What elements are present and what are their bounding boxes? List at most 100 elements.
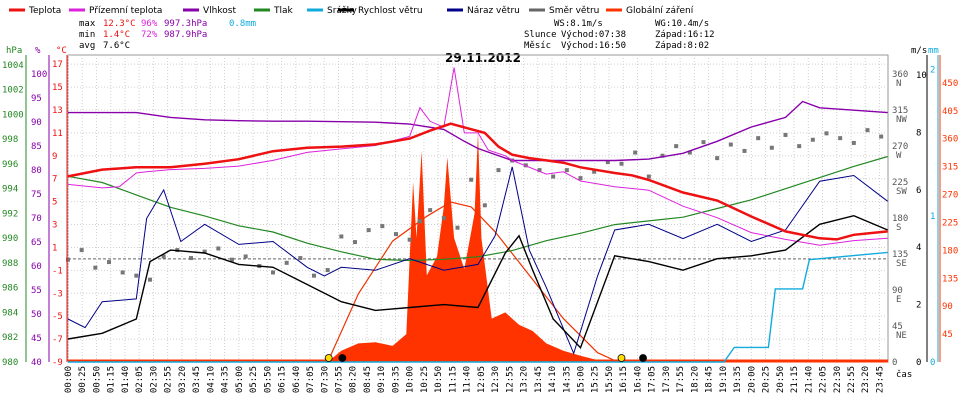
time-tick-55: 22:55 <box>847 366 857 393</box>
wind-info: WS:8.1m/s WG:10.4m/s Slunce Východ:07:38… <box>524 19 715 51</box>
time-tick-33: 13:45 <box>534 366 544 393</box>
tick-hpa-0: 1004 <box>2 61 24 71</box>
smer-point-0 <box>66 257 70 262</box>
tick-mm-2: 0 <box>930 358 935 368</box>
smer-point-21 <box>353 240 357 245</box>
tick-dir-5: 135 <box>892 250 908 260</box>
smer-point-40 <box>605 160 610 165</box>
smer-point-3 <box>107 260 111 265</box>
time-tick-22: 09:10 <box>377 366 387 393</box>
tick-hum-11: 45 <box>31 334 42 344</box>
smer-point-17 <box>298 256 303 261</box>
legend-label-2: Vlhkost <box>203 6 236 16</box>
time-tick-20: 08:20 <box>349 366 359 393</box>
tick-hpa-8: 988 <box>2 259 18 269</box>
time-tick-1: 00:25 <box>78 366 88 393</box>
smer-point-32 <box>496 168 501 173</box>
smer-point-57 <box>838 136 843 141</box>
tick-temp-6: 5 <box>52 198 57 208</box>
time-tick-15: 06:15 <box>278 366 288 393</box>
smer-point-7 <box>161 254 166 259</box>
smer-point-28 <box>441 216 446 221</box>
tick-hpa-1: 1002 <box>2 86 24 96</box>
smer-point-51 <box>756 136 761 141</box>
tick-mm-0: 2 <box>930 66 935 76</box>
legend-label-7: Směr větru <box>549 6 599 16</box>
time-tick-26: 10:50 <box>434 366 444 393</box>
smer-point-12 <box>230 257 234 262</box>
smer-point-15 <box>271 270 275 275</box>
time-axis: 00:00 00:25 00:50 01:15 01:40 02:05 02:30 02:55… <box>64 366 885 393</box>
series-tlak <box>67 155 888 262</box>
smer-point-24 <box>394 232 398 237</box>
time-tick-52: 21:40 <box>804 366 814 393</box>
smer-point-46 <box>687 150 692 155</box>
smer-point-35 <box>537 168 542 173</box>
smer-point-9 <box>189 256 193 261</box>
time-tick-45: 18:45 <box>705 366 715 393</box>
smer-point-38 <box>578 176 583 181</box>
tick-dir-4: 180 <box>892 214 908 224</box>
smer-point-27 <box>428 208 433 213</box>
time-tick-36: 15:00 <box>577 366 587 393</box>
stats-avg-label: avg <box>79 41 95 51</box>
tick-hum-0: 100 <box>31 70 47 80</box>
time-tick-18: 07:30 <box>320 366 330 393</box>
legend-label-8: Globální záření <box>626 6 694 16</box>
smer-point-55 <box>810 137 815 142</box>
time-tick-17: 07:05 <box>306 366 316 393</box>
time-tick-11: 04:35 <box>221 366 231 393</box>
tick-dir-6: 90 <box>892 286 903 296</box>
time-tick-7: 02:55 <box>164 366 174 393</box>
time-tick-44: 18:20 <box>690 366 700 393</box>
series-srazky <box>68 251 888 363</box>
time-tick-49: 20:25 <box>762 366 772 393</box>
series-vlhkost <box>68 100 888 162</box>
sun-marker-0 <box>324 354 333 362</box>
smer-point-50 <box>742 148 747 153</box>
time-tick-5: 02:05 <box>135 366 145 393</box>
smer-point-23 <box>380 224 385 229</box>
time-axis-label: čas <box>896 369 912 380</box>
stats-max-label: max <box>79 19 96 29</box>
tick-temp-1: 15 <box>52 83 63 93</box>
moon-label: Měsíc <box>524 41 551 51</box>
smer-point-52 <box>769 145 774 150</box>
smer-point-22 <box>366 228 371 233</box>
right-axes: 360N315NW270W225SW180S135SE90E45NE0m/s10… <box>892 46 958 380</box>
tick-hum-6: 70 <box>31 214 42 224</box>
time-tick-23: 09:35 <box>391 366 401 393</box>
tick-temp-10: -3 <box>52 289 63 299</box>
smer-point-37 <box>564 168 569 173</box>
sun-marker-2 <box>617 354 626 362</box>
smer-point-30 <box>469 177 474 182</box>
smer-point-29 <box>455 225 460 230</box>
smer-point-26 <box>417 219 422 224</box>
stats-max-hum: 96% <box>141 19 158 29</box>
tick-dir-7: 45 <box>892 322 903 332</box>
time-tick-40: 16:40 <box>633 366 643 393</box>
time-tick-14: 05:50 <box>263 366 273 393</box>
axis-unit-hum: % <box>35 46 41 56</box>
legend-label-3: Tlak <box>273 6 294 16</box>
time-tick-50: 20:50 <box>776 366 786 393</box>
stats-min-hum: 72% <box>141 30 158 40</box>
legend-label-5: Rychlost větru <box>358 6 423 16</box>
tick-dir-name-2: W <box>896 151 902 161</box>
tick-ms-2: 6 <box>916 186 921 196</box>
smer-point-1 <box>79 248 84 253</box>
tick-hpa-10: 984 <box>2 308 18 318</box>
tick-hpa-9: 986 <box>2 284 18 294</box>
time-tick-24: 10:00 <box>406 366 416 393</box>
time-tick-27: 11:15 <box>448 366 458 393</box>
series-globalni-zareni <box>68 132 888 362</box>
tick-hpa-7: 990 <box>2 234 18 244</box>
tick-temp-3: 11 <box>52 129 63 139</box>
smer-point-49 <box>728 142 733 147</box>
time-tick-25: 10:25 <box>420 366 430 393</box>
tick-hum-5: 75 <box>31 190 42 200</box>
moon-set: Západ:8:02 <box>655 41 709 51</box>
stats-panel: max 12.3°C 96% 997.3hPa 0.8mm min 1.4°C … <box>79 19 256 51</box>
tick-hpa-5: 994 <box>2 185 18 195</box>
